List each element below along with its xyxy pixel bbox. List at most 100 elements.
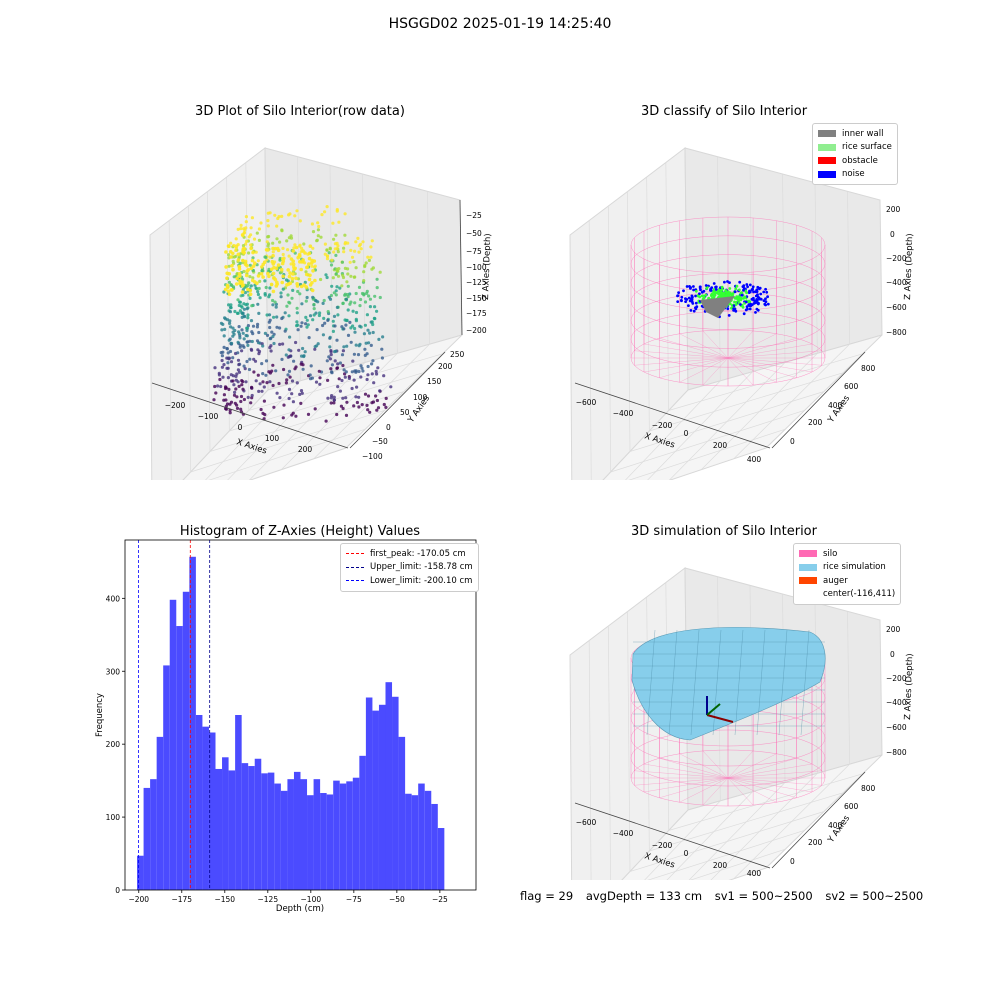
silo-spoke	[727, 777, 777, 803]
point	[359, 297, 363, 302]
point	[755, 300, 759, 303]
silo-spoke	[659, 777, 729, 798]
point	[366, 394, 371, 398]
point	[318, 382, 322, 386]
point	[764, 297, 767, 301]
point	[709, 289, 713, 292]
point	[245, 307, 249, 311]
point	[345, 280, 349, 284]
legend-label: inner wall	[842, 128, 884, 139]
point	[359, 375, 363, 379]
point	[231, 356, 235, 360]
x-tick-label: −175	[171, 895, 192, 904]
point	[301, 367, 305, 371]
point	[283, 311, 287, 315]
z-tick-label: −25	[466, 211, 482, 220]
point	[340, 353, 345, 357]
point	[330, 394, 334, 398]
point	[248, 296, 252, 300]
point	[250, 258, 255, 263]
point	[245, 239, 249, 243]
point	[378, 389, 382, 393]
point	[316, 300, 320, 304]
point	[280, 228, 284, 232]
point	[765, 290, 769, 294]
point	[299, 389, 304, 393]
point	[369, 255, 373, 259]
point	[345, 293, 349, 297]
point	[751, 287, 754, 291]
point	[342, 345, 346, 349]
point	[748, 283, 752, 287]
point	[272, 276, 276, 280]
point	[273, 300, 277, 304]
grid-line	[607, 205, 612, 473]
point	[246, 324, 250, 328]
inner-wall-patch	[700, 296, 735, 318]
point	[294, 365, 298, 369]
legend-label: center(-116,411)	[823, 589, 896, 600]
y-tick-label: 0	[386, 423, 391, 432]
z-tick-label: −200	[886, 254, 907, 263]
silo-spoke	[727, 750, 754, 779]
legend-swatch	[799, 550, 817, 558]
point	[370, 320, 374, 324]
point	[300, 391, 304, 395]
point	[249, 319, 254, 323]
point	[380, 347, 384, 351]
point	[235, 311, 240, 315]
point	[275, 224, 279, 228]
y-tick-label: 0	[790, 857, 795, 866]
point	[268, 211, 272, 215]
point	[290, 392, 294, 396]
point	[323, 321, 327, 325]
surface-mesh	[690, 629, 700, 736]
point	[723, 280, 726, 284]
point	[273, 246, 277, 251]
point	[352, 260, 356, 264]
point	[228, 349, 233, 354]
point	[351, 309, 355, 313]
point	[329, 367, 333, 371]
point	[247, 281, 251, 285]
point	[745, 291, 748, 295]
histogram-bar	[267, 772, 275, 890]
point	[334, 272, 338, 276]
point	[340, 378, 344, 383]
point	[365, 313, 369, 317]
point	[735, 284, 739, 288]
histogram-bar	[254, 758, 262, 890]
surface-mesh	[734, 629, 744, 736]
point	[304, 299, 308, 303]
histogram-bar	[359, 755, 366, 890]
point	[691, 302, 695, 305]
point	[271, 298, 275, 303]
point	[341, 275, 346, 280]
point	[710, 292, 714, 296]
point	[752, 296, 755, 300]
legend-swatch	[799, 563, 817, 571]
point	[367, 341, 371, 345]
point	[251, 332, 255, 336]
point	[268, 255, 272, 259]
point	[226, 289, 231, 294]
point	[331, 221, 335, 225]
y-tick-label: 0	[790, 437, 795, 446]
point	[690, 297, 694, 301]
point	[222, 334, 226, 338]
point	[344, 297, 348, 301]
point	[232, 243, 236, 248]
histogram-bar	[365, 697, 373, 890]
point	[311, 246, 315, 250]
point	[228, 411, 232, 415]
point	[680, 299, 683, 303]
point	[299, 284, 304, 289]
point	[285, 304, 289, 308]
point	[726, 307, 730, 311]
histogram-bar	[392, 696, 399, 890]
grid-line	[627, 611, 631, 872]
histogram-bar	[385, 682, 393, 890]
point	[240, 379, 244, 383]
point	[247, 251, 251, 255]
point	[342, 246, 346, 250]
